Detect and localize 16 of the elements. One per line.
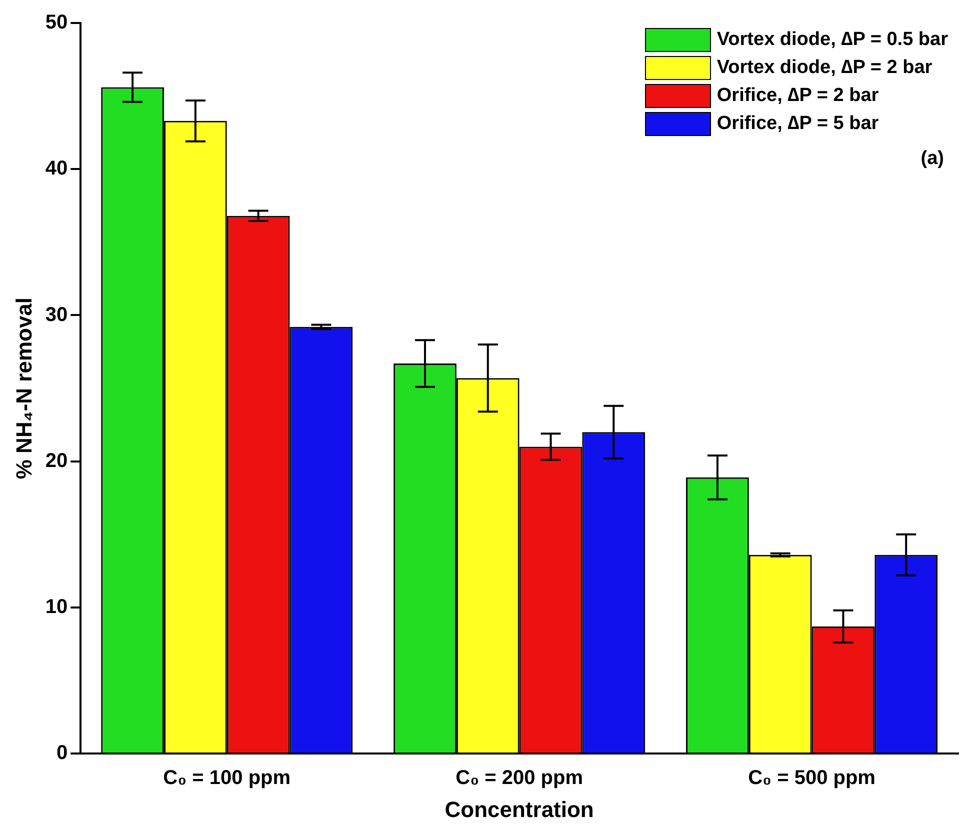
y-tick-label: 10 bbox=[45, 596, 68, 618]
y-tick-label: 40 bbox=[45, 158, 68, 180]
y-tick-label: 50 bbox=[45, 12, 68, 34]
x-tick-label: C₀ = 100 ppm bbox=[163, 767, 291, 790]
y-tick-label: 20 bbox=[45, 450, 68, 472]
x-tick-label: C₀ = 500 ppm bbox=[748, 767, 876, 790]
annotation: (a) bbox=[920, 148, 944, 170]
y-tick-label: 0 bbox=[56, 742, 68, 764]
y-axis-title: % NH₄-N removal bbox=[11, 297, 36, 480]
x-axis-title: Concentration bbox=[444, 796, 594, 822]
legend-label: Orifice, ∆P = 5 bar bbox=[716, 113, 879, 135]
legend-label: Vortex diode, ∆P = 2 bar bbox=[716, 57, 932, 79]
x-tick-label: C₀ = 200 ppm bbox=[456, 767, 584, 790]
legend-label: Orifice, ∆P = 2 bar bbox=[716, 85, 879, 107]
y-tick-label: 30 bbox=[45, 304, 68, 326]
legend-label: Vortex diode, ∆P = 0.5 bar bbox=[716, 29, 948, 51]
